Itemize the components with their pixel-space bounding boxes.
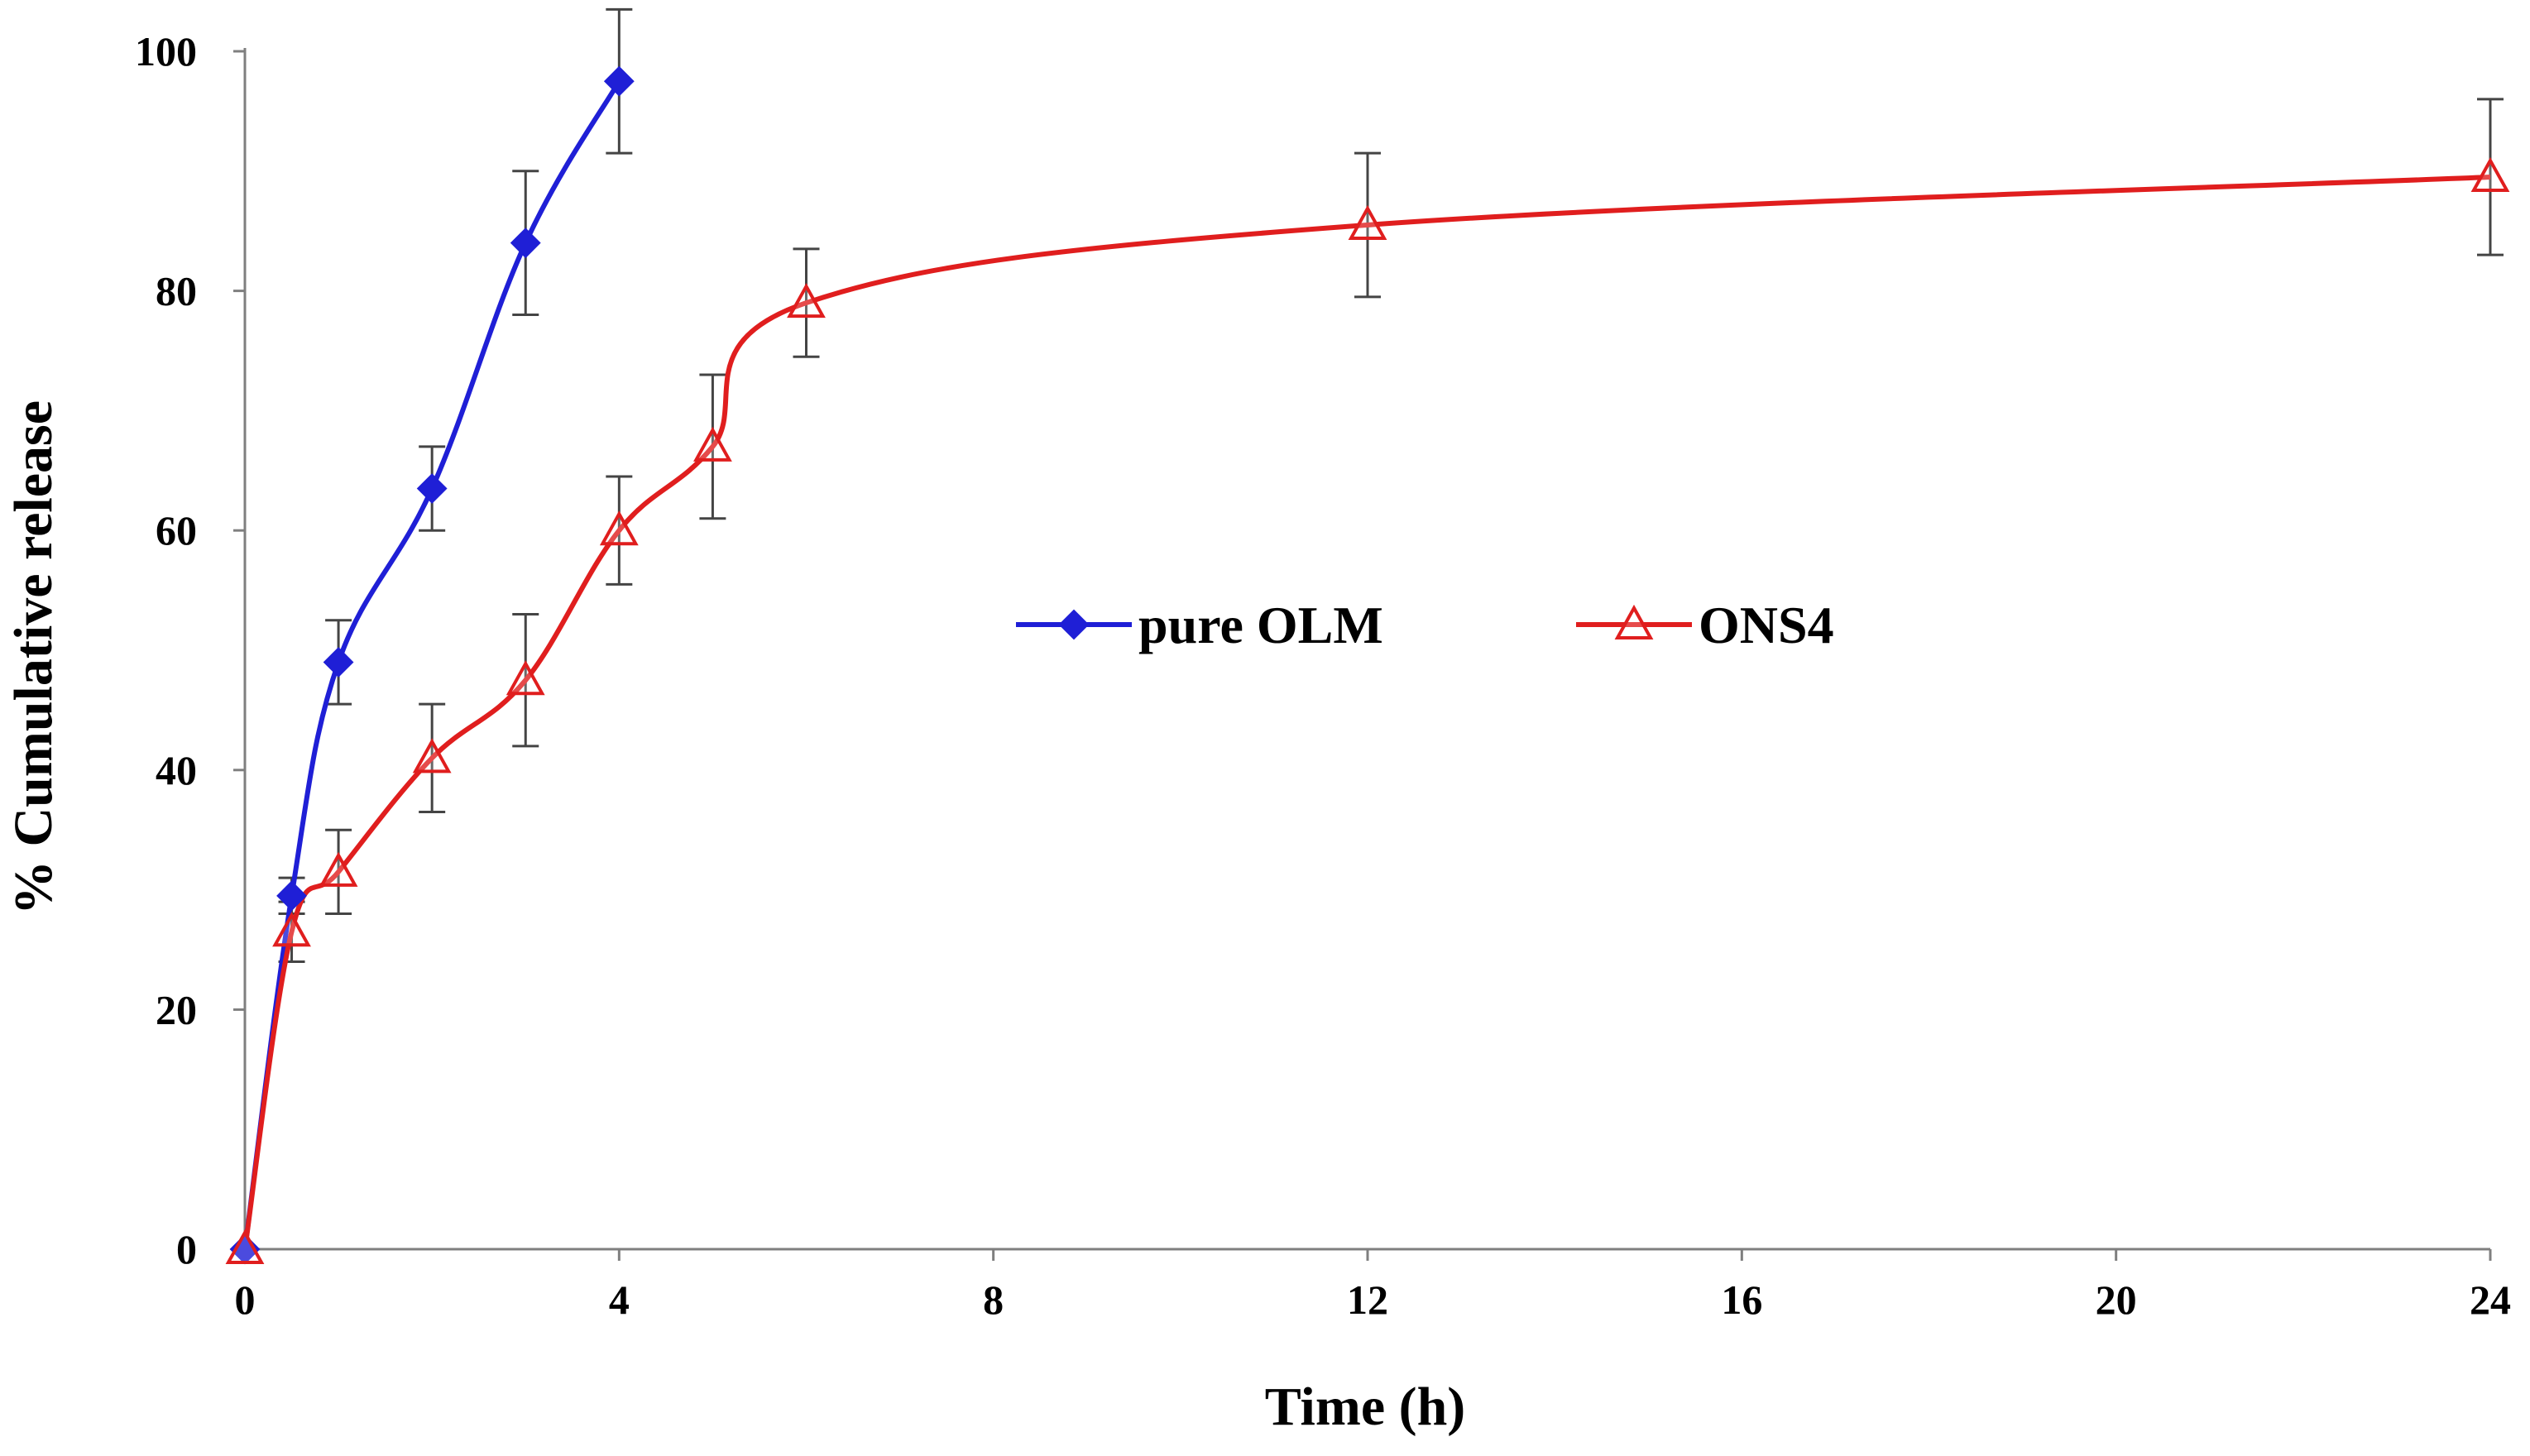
ons4-data-point [225, 1228, 265, 1264]
pure-olm-series-line [242, 79, 621, 1250]
x-tick-label: 0 [235, 1276, 256, 1323]
ons4-data-point [506, 660, 545, 696]
legend-pure-olm-marker [1058, 609, 1090, 640]
legend-pure-olm-label: pure OLM [1138, 596, 1383, 654]
pure-olm-data-point [603, 65, 635, 97]
y-tick-label: 40 [156, 747, 197, 793]
y-tick-label: 0 [176, 1226, 197, 1272]
ons4-data-point [599, 510, 639, 546]
ons4-data-point [787, 282, 826, 318]
ons4-series-line [242, 175, 2491, 1250]
pure-olm-data-point [416, 473, 448, 504]
ons4-data-point [2470, 156, 2510, 193]
x-tick-label: 8 [983, 1276, 1004, 1323]
ons4-data-point [1348, 204, 1387, 240]
x-tick-label: 16 [1721, 1276, 1762, 1323]
ons4-data-point [693, 426, 732, 462]
ons4-data-point [272, 912, 311, 947]
x-axis-title: Time (h) [1265, 1377, 1466, 1437]
x-tick-label: 4 [609, 1276, 630, 1323]
x-tick-label: 20 [2096, 1276, 2137, 1323]
ons4-data-point [412, 738, 452, 774]
pure-olm-data-point [510, 228, 541, 259]
y-tick-label: 100 [135, 28, 197, 74]
legend-ons4-label: ONS4 [1699, 596, 1834, 654]
y-tick-label: 20 [156, 986, 197, 1032]
legend-ons4-marker [1614, 604, 1654, 639]
y-tick-label: 60 [156, 507, 197, 553]
pure-olm-data-point [323, 647, 354, 678]
y-tick-label: 80 [156, 268, 197, 314]
pure-olm-data-point [276, 880, 307, 912]
ons4-data-point [319, 851, 358, 887]
x-tick-label: 12 [1347, 1276, 1388, 1323]
y-axis-title: % Cumulative release [3, 400, 64, 915]
x-tick-label: 24 [2470, 1276, 2511, 1323]
